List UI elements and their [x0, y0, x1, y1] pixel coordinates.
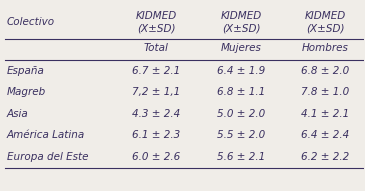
Text: 4.1 ± 2.1: 4.1 ± 2.1 — [301, 109, 350, 119]
Text: 6.1 ± 2.3: 6.1 ± 2.3 — [132, 130, 180, 141]
Text: 6.8 ± 1.1: 6.8 ± 1.1 — [217, 87, 265, 97]
Text: 6.7 ± 2.1: 6.7 ± 2.1 — [132, 66, 180, 76]
Text: KIDMED
(X±SD): KIDMED (X±SD) — [221, 11, 262, 33]
Text: 6.4 ± 1.9: 6.4 ± 1.9 — [217, 66, 265, 76]
Text: 4.3 ± 2.4: 4.3 ± 2.4 — [132, 109, 180, 119]
Text: 6.4 ± 2.4: 6.4 ± 2.4 — [301, 130, 350, 141]
Text: Mujeres: Mujeres — [221, 43, 262, 53]
Text: Magreb: Magreb — [7, 87, 46, 97]
Text: Colectivo: Colectivo — [7, 17, 55, 27]
Text: 5.0 ± 2.0: 5.0 ± 2.0 — [217, 109, 265, 119]
Text: Europa del Este: Europa del Este — [7, 152, 88, 162]
Text: América Latina: América Latina — [7, 130, 85, 141]
Text: 5.5 ± 2.0: 5.5 ± 2.0 — [217, 130, 265, 141]
Text: Asia: Asia — [7, 109, 28, 119]
Text: España: España — [7, 66, 45, 76]
Text: Hombres: Hombres — [302, 43, 349, 53]
Text: 6.2 ± 2.2: 6.2 ± 2.2 — [301, 152, 350, 162]
Text: 7,2 ± 1,1: 7,2 ± 1,1 — [132, 87, 180, 97]
Text: KIDMED
(X±SD): KIDMED (X±SD) — [136, 11, 177, 33]
Text: 5.6 ± 2.1: 5.6 ± 2.1 — [217, 152, 265, 162]
Text: 6.0 ± 2.6: 6.0 ± 2.6 — [132, 152, 180, 162]
Text: 7.8 ± 1.0: 7.8 ± 1.0 — [301, 87, 350, 97]
Text: 6.8 ± 2.0: 6.8 ± 2.0 — [301, 66, 350, 76]
Text: Total: Total — [144, 43, 169, 53]
Text: KIDMED
(X±SD): KIDMED (X±SD) — [305, 11, 346, 33]
